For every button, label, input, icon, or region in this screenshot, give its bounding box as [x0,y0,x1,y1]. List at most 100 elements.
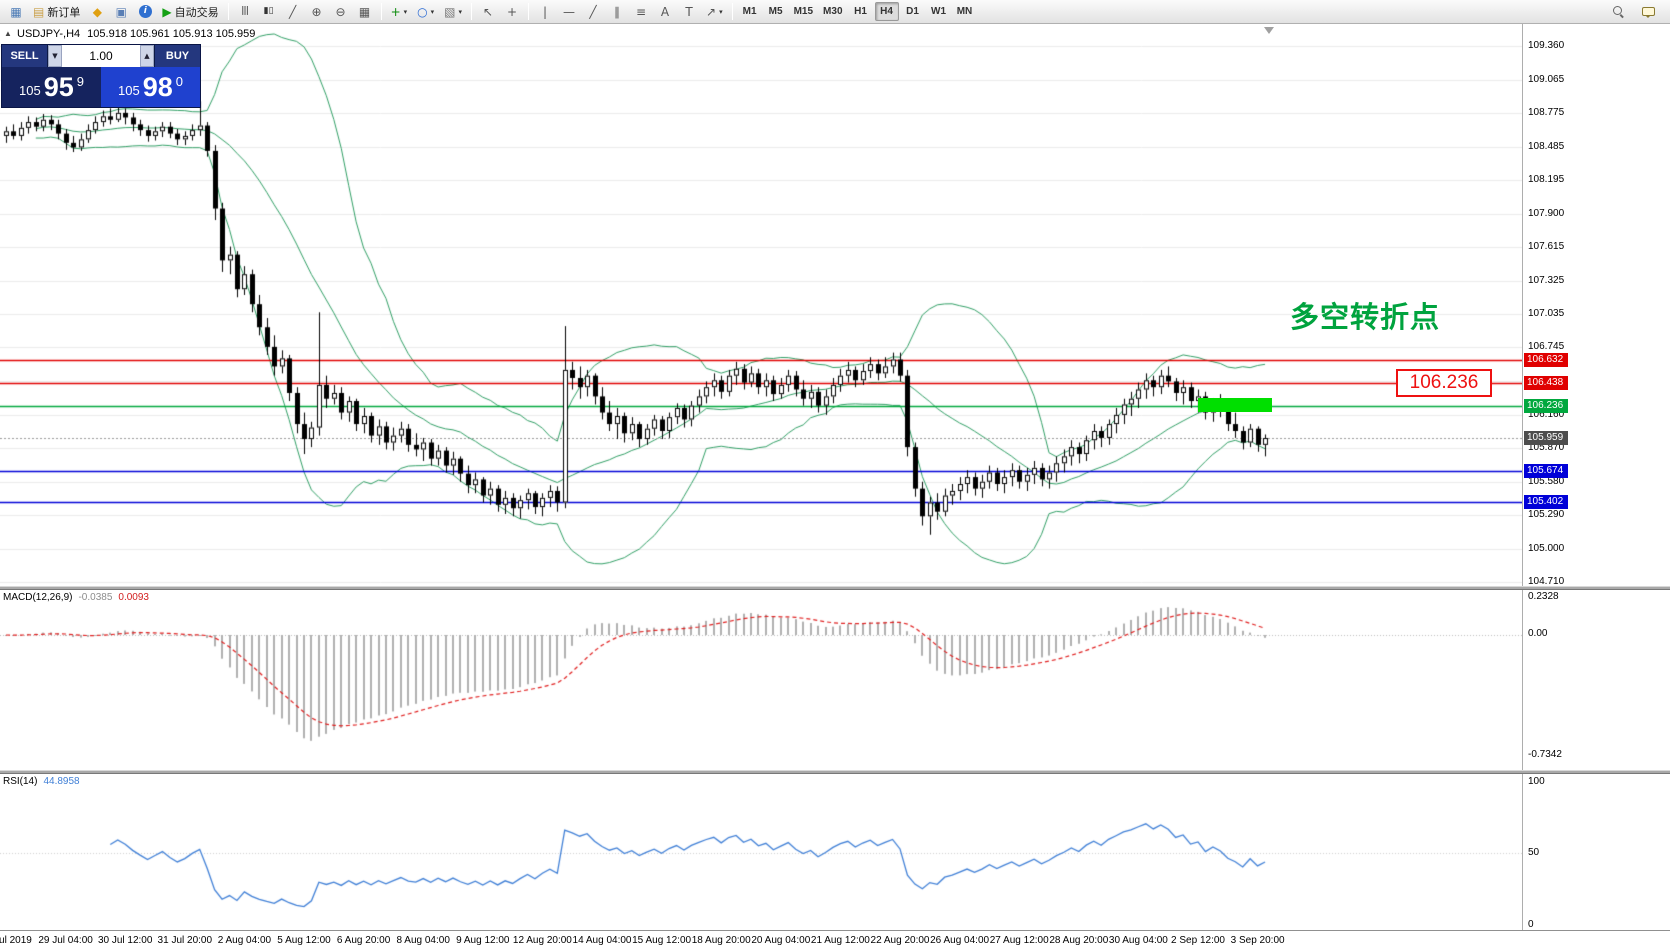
toolbar-separator [227,3,229,20]
buy-price-display[interactable]: 105 98 0 [101,67,200,107]
rsi-scale[interactable]: 100 50 0 [1523,774,1669,930]
macd-label: MACD(12,26,9) -0.0385 0.0093 [3,592,149,603]
new-order-button[interactable]: ▤ 新订单 [29,2,84,22]
timeframe-m30-button[interactable]: M30 [823,6,843,17]
time-axis-label: 21 Aug 12:00 [810,935,870,946]
time-axis-label: 31 Jul 20:00 [157,935,213,946]
templates-icon-caret: ▾ [458,7,463,16]
time-axis[interactable]: 25 Jul 2019 29 Jul 04:00 30 Jul 12:00 31 Ju… [0,930,1670,951]
toolbar-separator [380,3,382,20]
time-axis-label: 30 Jul 12:00 [97,935,153,946]
price-scale-label: 109.065 [1528,74,1565,85]
macd-panel: 0.2328 0.00 -0.7342 MACD(12,26,9) -0.0385 … [0,590,1670,770]
new-chart-icon[interactable]: ▦ [5,2,27,22]
macd-canvas[interactable] [0,590,1522,770]
panel-resize-divider[interactable] [0,586,1670,590]
one-click-collapse-toggle[interactable]: ▲ [4,29,12,38]
price-scale-label: 106.160 [1528,408,1565,420]
symbol-period: USDJPY-,H4 [17,28,81,40]
volume-input[interactable]: 1.00 [62,45,140,67]
candlestick-chart-icon-glyph: ▮▯ [263,6,274,16]
channel-icon[interactable]: ∥ [606,2,628,22]
panel-resize-divider[interactable] [0,770,1670,774]
timeframe-m15-button[interactable]: M15 [793,6,814,17]
market-watch-icon[interactable]: ▣ [110,2,132,22]
macd-scale-label: 0.2328 [1528,591,1559,602]
data-window-icon[interactable]: i [134,2,156,22]
volume-up-button[interactable]: ▲ [140,45,154,67]
macd-scale-label: -0.7342 [1528,749,1562,760]
time-axis-label: 20 Aug 04:00 [751,935,811,946]
rsi-canvas[interactable] [0,774,1522,930]
price-level-label: 106.236 [1396,369,1492,397]
new-order-glyph: ▤ [33,4,45,19]
main-chart-panel: 109.360 109.065 108.775 108.485 108.195 107.9… [0,24,1670,586]
horizontal-line-icon[interactable]: — [558,2,580,22]
line-chart-icon[interactable]: ╱ [282,2,304,22]
timeframe-mn-button[interactable]: MN [956,6,973,17]
cursor-icon[interactable]: ↖ [477,2,499,22]
timeframe-m5-button[interactable]: M5 [768,6,783,17]
price-tag-105.402: 105.402 [1524,495,1568,510]
macd-scale[interactable]: 0.2328 0.00 -0.7342 [1523,590,1669,770]
price-scale-label: 105.000 [1528,542,1565,554]
gold-diamond-icon-glyph: ◆ [92,4,102,19]
toolbar-separator [731,3,733,20]
bar-chart-icon[interactable]: ||| [234,2,256,22]
time-axis-label: 26 Aug 04:00 [930,935,990,946]
sell-button[interactable]: SELL [2,45,48,67]
candlestick-chart-icon[interactable]: ▮▯ [258,2,280,22]
label-icon[interactable]: T [678,2,700,22]
highlight-rectangle[interactable] [1198,398,1272,412]
macd-value: -0.0385 [78,592,113,603]
zoom-out-icon-glyph: ⊖ [335,4,346,19]
search-icon-button[interactable] [1607,2,1629,22]
symbol-ohlc-values: 105.918 105.961 105.913 105.959 [87,28,256,40]
toolbar-separator [528,3,530,20]
horizontal-line-icon-glyph: — [563,4,576,19]
time-axis-label: 12 Aug 20:00 [512,935,572,946]
main-chart-canvas[interactable] [0,24,1522,586]
timeframe-m1-button[interactable]: M1 [742,6,757,17]
sell-price-display[interactable]: 105 95 9 [2,67,101,107]
buy-price-main: 105 [118,83,140,98]
text-icon[interactable]: A [654,2,676,22]
chat-icon-button[interactable] [1637,2,1659,22]
tile-windows-icon-glyph: ▦ [358,4,371,19]
timeframe-w1-button[interactable]: W1 [931,6,946,17]
volume-down-button[interactable]: ▼ [48,45,62,67]
timeframe-h1-button[interactable]: H1 [854,6,867,17]
fibonacci-icon[interactable]: ≡ [630,2,652,22]
rsi-name: RSI(14) [3,776,38,787]
cursor-icon-glyph: ↖ [482,4,494,19]
autotrading-button[interactable]: ▶ 自动交易 [158,2,222,22]
time-axis-label: 6 Aug 20:00 [336,935,391,946]
rsi-value: 44.8958 [43,776,80,787]
time-axis-label: 28 Aug 20:00 [1049,935,1109,946]
price-scale[interactable]: 109.360 109.065 108.775 108.485 108.195 107.9… [1523,24,1669,586]
crosshair-icon[interactable]: + [501,2,523,22]
zoom-in-icon[interactable]: ⊕ [306,2,328,22]
templates-icon[interactable]: ▧ ▾ [440,2,466,22]
zoom-out-icon[interactable]: ⊖ [330,2,352,22]
tile-windows-icon[interactable]: ▦ [354,2,376,22]
indicators-icon-glyph: + [390,4,401,19]
trendline-icon[interactable]: ╱ [582,2,604,22]
periods-icon[interactable]: ○ ▾ [413,2,438,22]
label-icon-glyph: T [685,4,693,19]
text-icon-glyph: A [660,4,670,19]
buy-button[interactable]: BUY [154,45,200,67]
vertical-line-icon[interactable]: | [534,2,556,22]
price-scale-label: 106.745 [1528,341,1565,353]
price-scale-label: 107.615 [1528,241,1565,253]
arrows-icon[interactable]: ↗ ▾ [702,2,727,22]
time-axis-label: 18 Aug 20:00 [691,935,751,946]
timeframe-h4-button[interactable]: H4 [874,2,899,21]
gold-diamond-icon[interactable]: ◆ [86,2,108,22]
time-axis-label: 15 Aug 12:00 [632,935,692,946]
timeframe-d1-button[interactable]: D1 [906,6,919,17]
price-scale-label: 108.775 [1528,107,1565,119]
indicators-icon[interactable]: + ▾ [387,2,412,22]
chart-shift-marker[interactable] [1264,27,1274,34]
time-axis-label: 30 Aug 04:00 [1108,935,1168,946]
